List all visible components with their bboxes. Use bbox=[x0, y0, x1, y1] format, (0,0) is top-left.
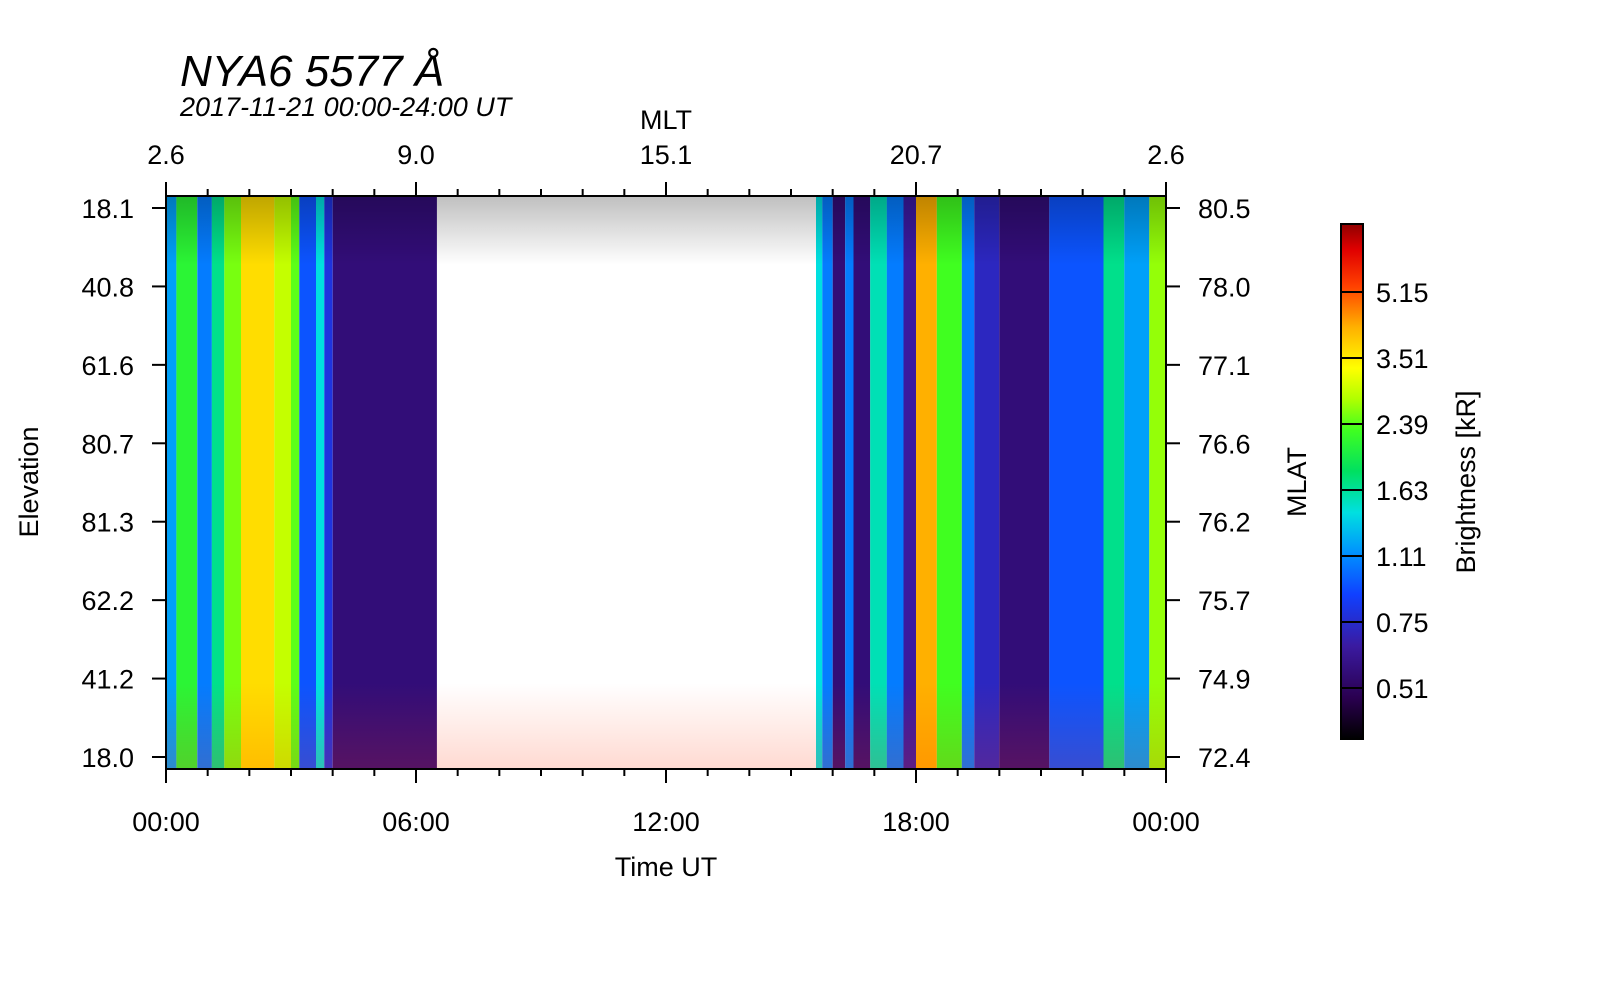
heatmap-cell bbox=[332, 196, 437, 769]
colorbar-tick-label: 1.11 bbox=[1376, 542, 1427, 572]
y-left-tick-label: 40.8 bbox=[81, 272, 134, 302]
colorbar bbox=[1340, 223, 1364, 740]
heatmap-cell bbox=[316, 196, 325, 769]
heatmap-cell bbox=[961, 196, 975, 769]
y-left-tick-label: 18.1 bbox=[81, 194, 134, 224]
x-tick-label: 06:00 bbox=[382, 807, 450, 837]
top-tick-label: 2.6 bbox=[147, 140, 185, 170]
colorbar-tick-label: 0.51 bbox=[1376, 674, 1429, 704]
heatmap-cell bbox=[274, 196, 291, 769]
chart-title: NYA6 5577 Å bbox=[180, 47, 444, 96]
y-right-tick-label: 80.5 bbox=[1198, 194, 1251, 224]
heatmap-cell bbox=[822, 196, 833, 769]
y-left-tick-label: 18.0 bbox=[81, 743, 134, 773]
heatmap-cell bbox=[816, 196, 823, 769]
colorbar-tick-label: 5.15 bbox=[1376, 278, 1429, 308]
heatmap-cell bbox=[832, 196, 846, 769]
heatmap-cell bbox=[916, 196, 937, 769]
heatmap-cell bbox=[870, 196, 887, 769]
y-right-tick-label: 74.9 bbox=[1198, 665, 1251, 695]
y-right-tick-label: 72.4 bbox=[1198, 743, 1251, 773]
heatmap-cell bbox=[845, 196, 854, 769]
y-right-tick-label: 76.2 bbox=[1198, 508, 1251, 538]
colorbar-tick-label: 3.51 bbox=[1376, 344, 1429, 374]
heatmap-cell bbox=[299, 196, 316, 769]
y-right-tick-label: 77.1 bbox=[1198, 351, 1251, 381]
heatmap-cell bbox=[211, 196, 225, 769]
heatmap-cell bbox=[886, 196, 904, 769]
y-left-tick-label: 81.3 bbox=[81, 508, 134, 538]
top-tick-label: 20.7 bbox=[890, 140, 943, 170]
heatmap-cell bbox=[166, 196, 177, 769]
heatmap-cell bbox=[1124, 196, 1150, 769]
top-axis-label: MLT bbox=[640, 105, 692, 135]
heatmap-cell bbox=[197, 196, 212, 769]
heatmap-cell bbox=[176, 196, 198, 769]
heatmap-cell bbox=[999, 196, 1050, 769]
y-axis-right-label: MLAT bbox=[1282, 447, 1312, 517]
x-axis-label: Time UT bbox=[615, 852, 718, 882]
x-tick-label: 00:00 bbox=[1132, 807, 1200, 837]
heatmap-cell bbox=[291, 196, 300, 769]
colorbar-tick-label: 0.75 bbox=[1376, 608, 1429, 638]
y-right-tick-label: 78.0 bbox=[1198, 272, 1251, 302]
colorbar-tick-label: 1.63 bbox=[1376, 476, 1429, 506]
colorbar-tick-label: 2.39 bbox=[1376, 410, 1429, 440]
top-tick-label: 9.0 bbox=[397, 140, 435, 170]
heatmap-cell bbox=[241, 196, 275, 769]
x-tick-label: 12:00 bbox=[632, 807, 700, 837]
top-tick-label: 15.1 bbox=[640, 140, 693, 170]
x-tick-label: 00:00 bbox=[132, 807, 200, 837]
axes-ticks: 00:00 06:00 12:00 18:00 00:00 2.6 9.0 15.1 20.7 2… bbox=[81, 140, 1250, 837]
heatmap-area bbox=[166, 196, 1166, 769]
heatmap-cell bbox=[936, 196, 962, 769]
y-axis-left-label: Elevation bbox=[14, 426, 44, 537]
y-left-tick-label: 61.6 bbox=[81, 351, 134, 381]
heatmap-cell bbox=[974, 196, 1000, 769]
heatmap-cell bbox=[1149, 196, 1166, 769]
heatmap-cell bbox=[224, 196, 241, 769]
heatmap-cell bbox=[324, 196, 333, 769]
heatmap-cell bbox=[1103, 196, 1125, 769]
top-tick-label: 2.6 bbox=[1147, 140, 1185, 170]
heatmap-cell bbox=[1049, 196, 1104, 769]
chart-subtitle: 2017-11-21 00:00-24:00 UT bbox=[179, 92, 514, 122]
y-left-tick-label: 80.7 bbox=[81, 429, 134, 459]
y-right-tick-label: 75.7 bbox=[1198, 586, 1251, 616]
y-right-tick-label: 76.6 bbox=[1198, 429, 1251, 459]
y-left-tick-label: 41.2 bbox=[81, 665, 134, 695]
x-tick-label: 18:00 bbox=[882, 807, 950, 837]
colorbar-label: Brightness [kR] bbox=[1451, 390, 1481, 573]
heatmap-cell bbox=[903, 196, 916, 769]
y-left-tick-label: 62.2 bbox=[81, 586, 134, 616]
colorbar-ticks: 5.15 3.51 2.39 1.63 1.11 0.75 0.51 bbox=[1341, 278, 1429, 704]
heatmap-cell bbox=[853, 196, 871, 769]
